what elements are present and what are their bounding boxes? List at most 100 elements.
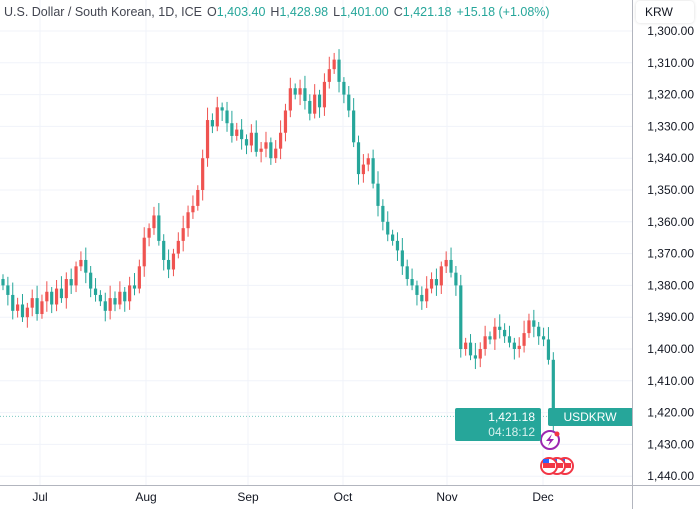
candle-body — [444, 259, 448, 267]
candle-body — [249, 132, 253, 146]
low-value: L1,401.00 — [333, 5, 389, 19]
candle-body — [225, 110, 229, 124]
candle-body — [54, 288, 59, 305]
candle-body — [478, 349, 482, 359]
candle-body — [79, 259, 83, 267]
candle-body — [503, 329, 507, 337]
last-price: 1,421.18 — [488, 410, 535, 424]
candle-body — [269, 142, 273, 159]
symbol-legend: U.S. Dollar / South Korean, 1D, ICE O1,40… — [4, 5, 555, 19]
candle-body — [366, 158, 370, 165]
symbol-price-tag: USDKRW — [548, 408, 632, 426]
candle-body — [50, 291, 54, 305]
candle-body — [405, 266, 409, 280]
candle-body — [166, 259, 171, 270]
candle-body — [113, 298, 117, 305]
flag-stripes — [543, 463, 555, 468]
y-tick-label: 1,370.00 — [647, 247, 694, 261]
notification-dot — [554, 431, 560, 437]
candle-body — [459, 285, 463, 349]
candle-body — [361, 164, 365, 175]
candle-body — [30, 298, 34, 308]
close-label: C — [393, 5, 403, 19]
candle-body — [483, 336, 487, 349]
candle-body — [546, 339, 551, 360]
candle-body — [371, 158, 375, 184]
candle-body — [356, 142, 361, 175]
candle-body — [274, 148, 278, 159]
candle-body — [215, 107, 219, 127]
candle-body — [454, 272, 458, 286]
candle-body — [376, 183, 380, 206]
candle-body — [157, 215, 161, 241]
candle-body — [386, 221, 390, 235]
candle-body — [498, 326, 502, 330]
candle-body — [317, 94, 322, 108]
x-tick-label: Nov — [436, 490, 457, 504]
close-value: C1,421.18 — [394, 5, 452, 19]
candle-body — [123, 291, 127, 302]
candle-body — [11, 294, 15, 311]
candle-body — [16, 304, 20, 311]
y-tick-label: 1,400.00 — [647, 342, 694, 356]
flag-canton — [543, 459, 549, 463]
x-tick-label: Oct — [334, 490, 353, 504]
candle-body — [381, 205, 385, 222]
candle-body — [35, 298, 39, 315]
y-tick-label: 1,390.00 — [647, 310, 694, 324]
candle-body — [59, 288, 64, 299]
candle-body — [210, 120, 215, 127]
change-value: +15.18 (+1.08%) — [456, 5, 550, 19]
bar-countdown: 04:18:12 — [488, 425, 535, 439]
candle-body — [322, 81, 327, 108]
candle-body — [98, 294, 102, 302]
candle-body — [464, 342, 468, 349]
candle-body — [142, 237, 146, 267]
candle-body — [293, 88, 297, 95]
low-number: 1,401.00 — [340, 5, 389, 19]
candle-body — [147, 228, 151, 238]
candle-body — [40, 301, 44, 315]
low-label: L — [333, 5, 341, 19]
y-tick-label: 1,320.00 — [647, 88, 694, 102]
candle-body — [439, 266, 443, 286]
open-label: O — [207, 5, 217, 19]
candle-body — [303, 88, 307, 101]
candle-body — [1, 279, 5, 286]
candle-body — [205, 120, 210, 159]
candle-body — [137, 266, 141, 289]
candle-body — [410, 279, 414, 286]
candle-body — [64, 279, 68, 299]
candle-body — [337, 59, 341, 82]
candle-body — [74, 266, 78, 286]
candle-body — [235, 129, 239, 136]
currency-button[interactable]: KRW — [636, 1, 694, 23]
candle-body — [342, 81, 346, 95]
candle-body — [488, 336, 492, 340]
high-number: 1,428.98 — [279, 5, 329, 19]
high-value: H1,428.98 — [270, 5, 328, 19]
candle-body — [473, 355, 477, 359]
candle-body — [278, 132, 283, 149]
candle-body — [103, 301, 107, 311]
y-tick-label: 1,380.00 — [647, 278, 694, 292]
candle-body — [512, 342, 516, 349]
candle-body — [6, 285, 10, 295]
candle-body — [93, 288, 98, 295]
y-tick-label: 1,440.00 — [647, 469, 694, 483]
y-tick-label: 1,340.00 — [647, 151, 694, 165]
candle-body — [132, 285, 137, 289]
candle-body — [308, 100, 312, 114]
candle-body — [327, 69, 331, 82]
candle-body — [108, 298, 112, 311]
x-tick-label: Dec — [532, 490, 553, 504]
open-value: O1,403.40 — [207, 5, 265, 19]
symbol-title: U.S. Dollar / South Korean, 1D, ICE — [4, 5, 203, 19]
candle-body — [89, 272, 93, 289]
candle-body — [468, 342, 473, 356]
candle-body — [264, 142, 268, 149]
y-tick-label: 1,410.00 — [647, 374, 694, 388]
candle-body — [259, 148, 263, 152]
candle-body — [420, 294, 424, 302]
